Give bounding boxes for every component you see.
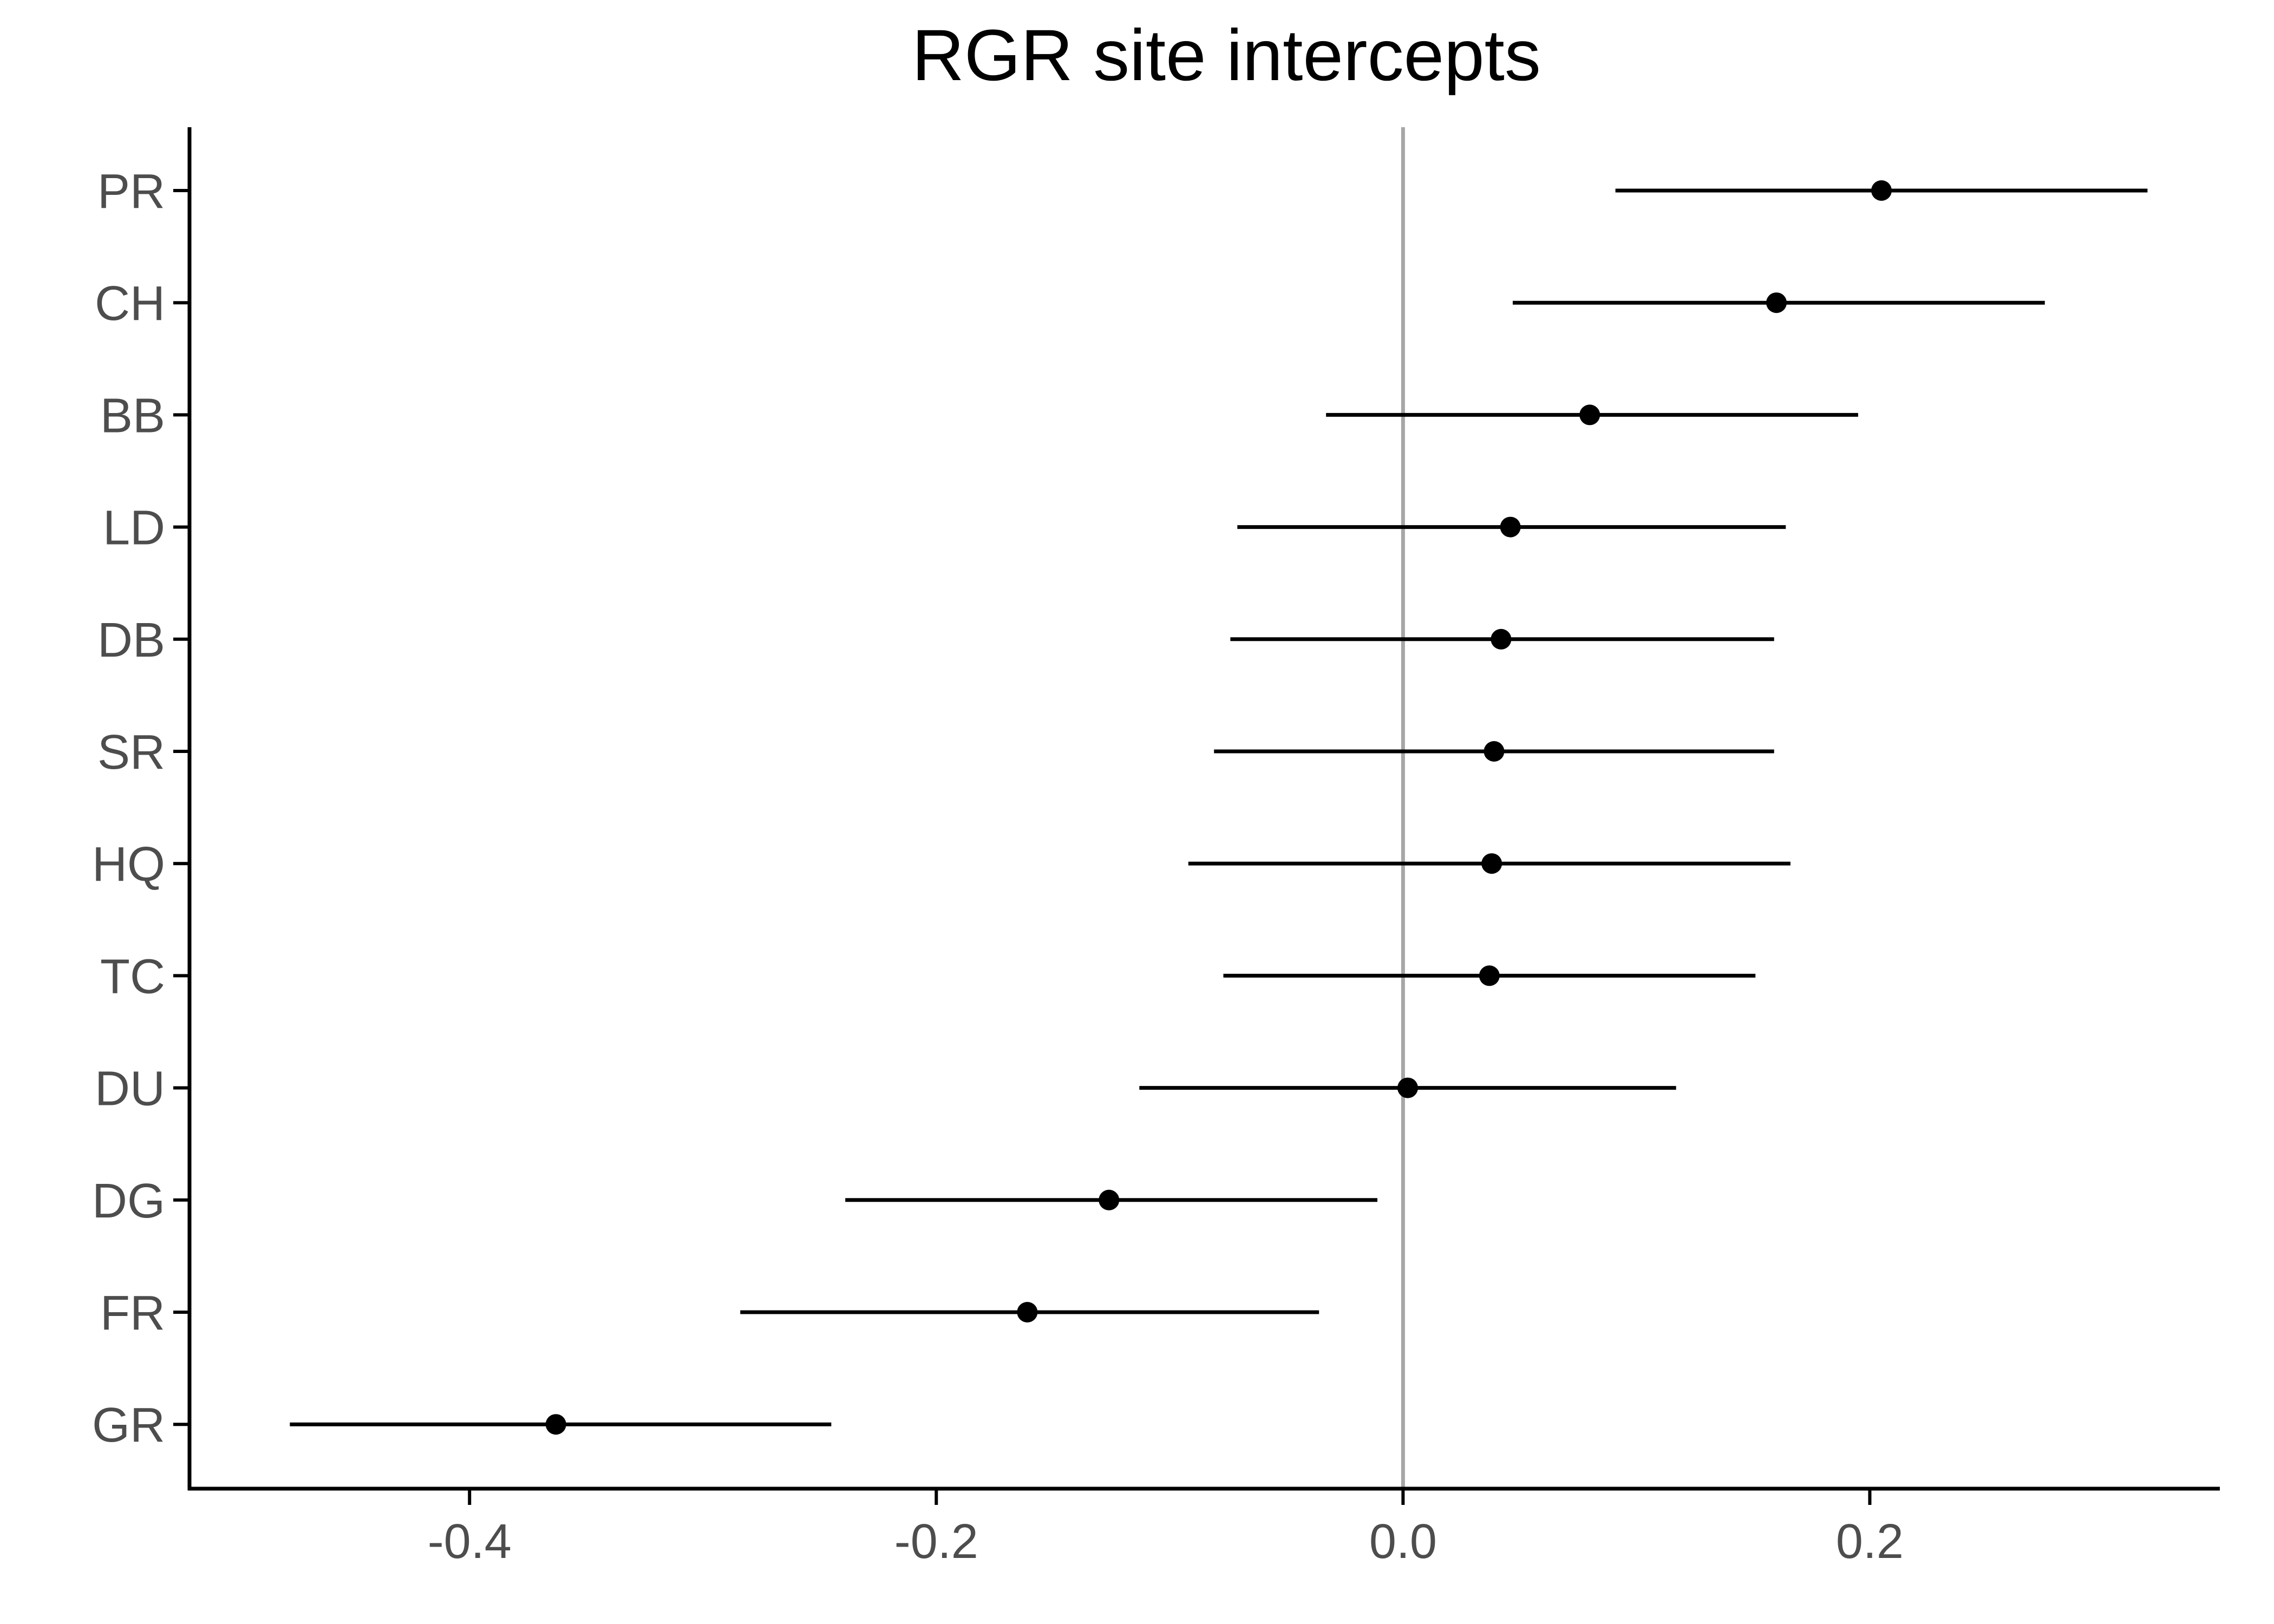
estimate-point-du [1397,1077,1418,1098]
y-tick-label: HQ [92,837,165,892]
estimate-point-pr [1871,180,1892,201]
x-tick-label: 0.2 [1836,1515,1904,1569]
y-tick-label: DG [92,1174,165,1228]
confidence-intervals [290,188,2148,1426]
y-tick-label: BB [100,389,165,443]
y-tick-label: LD [103,501,165,555]
y-tick-label: FR [100,1286,165,1340]
y-tick-label: DB [97,613,165,667]
x-tick-label: 0.0 [1369,1515,1437,1569]
estimate-point-db [1491,628,1512,650]
estimate-point-hq [1481,853,1502,874]
estimate-point-bb [1579,404,1600,425]
point-estimates [545,180,1892,1435]
y-tick-label: CH [95,277,165,331]
y-tick-label: GR [92,1398,165,1452]
x-tick-label: -0.4 [428,1515,512,1569]
x-tick-label: -0.2 [894,1515,978,1569]
estimate-point-dg [1099,1189,1120,1210]
estimate-point-ch [1766,292,1787,313]
y-tick-label: DU [95,1062,165,1116]
estimate-point-gr [545,1414,566,1435]
estimate-point-sr [1484,741,1505,762]
y-tick-label: TC [100,949,165,1004]
axes: -0.4 -0.2 0.0 0.2 PR CH BB LD DB SR HQ TC DU DG FR GR [92,127,2220,1569]
chart-title: RGR site intercepts [912,15,1541,96]
estimate-point-tc [1479,965,1500,986]
estimate-point-fr [1017,1302,1038,1322]
y-tick-label: PR [97,165,165,219]
y-tick-label: SR [97,725,165,780]
estimate-point-ld [1500,516,1521,538]
